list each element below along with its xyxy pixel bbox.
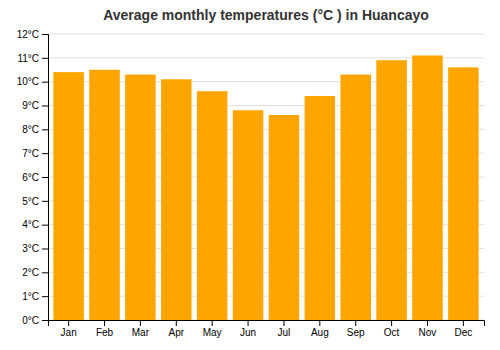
tick-label: 4°C — [22, 219, 39, 230]
tick-mark — [42, 225, 48, 226]
tick-label: May — [203, 327, 222, 338]
tick-label: Apr — [169, 327, 185, 338]
tick: Dec — [454, 320, 472, 338]
bar — [89, 70, 120, 320]
axis-line — [49, 321, 485, 327]
bar — [448, 67, 479, 320]
tick: Jul — [278, 320, 291, 338]
tick: Jan — [61, 320, 77, 338]
tick-label: 8°C — [22, 124, 39, 135]
tick-label: Feb — [96, 327, 114, 338]
tick: 6°C — [22, 172, 48, 183]
tick-mark — [68, 320, 69, 326]
tick-label: Jul — [278, 327, 291, 338]
tick-label: 0°C — [22, 315, 39, 326]
tick-mark — [104, 320, 105, 326]
bar — [376, 60, 407, 320]
tick-mark — [283, 320, 284, 326]
tick-mark — [319, 320, 320, 326]
bar — [197, 91, 228, 320]
plot: 0°C 1°C 2°C 3°C 4°C 5°C 6°C 7°C 8°C 9°C 10°C 11°C 12… — [17, 29, 485, 338]
tick-label: 12°C — [17, 29, 39, 40]
x-axis: Jan Feb Mar Apr May Jun Jul Aug Sep Oct Nov Dec — [49, 320, 485, 338]
bar — [125, 75, 156, 320]
tick-mark — [42, 153, 48, 154]
tick: 11°C — [17, 53, 48, 64]
tick: 3°C — [22, 243, 48, 254]
tick-mark — [355, 320, 356, 326]
tick-mark — [42, 201, 48, 202]
tick-mark — [42, 296, 48, 297]
tick: Feb — [96, 320, 114, 338]
tick: 4°C — [22, 219, 48, 230]
tick-label: 11°C — [17, 53, 39, 64]
tick-mark — [42, 106, 48, 107]
tick-label: Dec — [454, 327, 472, 338]
tick: Sep — [347, 320, 365, 338]
tick-label: Mar — [132, 327, 150, 338]
axis-line — [42, 35, 49, 321]
tick-mark — [42, 177, 48, 178]
bar — [161, 79, 192, 320]
bars — [53, 55, 478, 320]
title: Average monthly temperatures (°C ) in Hu… — [103, 7, 429, 23]
tick-mark — [248, 320, 249, 326]
tick: 7°C — [22, 148, 48, 159]
bar — [233, 110, 264, 320]
tick-label: 9°C — [22, 100, 39, 111]
tick-mark — [463, 320, 464, 326]
tick: 2°C — [22, 267, 48, 278]
grid-line — [48, 34, 484, 35]
bar — [269, 115, 300, 320]
tick-label: 6°C — [22, 172, 39, 183]
bar — [305, 96, 336, 320]
tick: May — [203, 320, 222, 338]
chart: 0°C 1°C 2°C 3°C 4°C 5°C 6°C 7°C 8°C 9°C 10°C 11°C 12… — [0, 0, 500, 350]
tick: 12°C — [17, 29, 48, 40]
tick: Oct — [384, 320, 400, 338]
tick-label: 5°C — [22, 196, 39, 207]
tick: 8°C — [22, 124, 48, 135]
tick-mark — [42, 58, 48, 59]
tick: Mar — [132, 320, 150, 338]
tick-mark — [176, 320, 177, 326]
tick-label: Jan — [61, 327, 77, 338]
grid — [48, 34, 484, 320]
tick: 1°C — [22, 291, 48, 302]
tick-mark — [42, 34, 48, 35]
tick-mark — [42, 320, 48, 321]
tick-label: Jun — [240, 327, 256, 338]
tick-mark — [42, 129, 48, 130]
bar — [340, 75, 371, 320]
tick-label: Nov — [419, 327, 437, 338]
bar — [412, 55, 443, 320]
tick: Nov — [419, 320, 437, 338]
tick-label: Oct — [384, 327, 400, 338]
tick: 9°C — [22, 100, 48, 111]
tick-label: 10°C — [17, 76, 39, 87]
y-axis: 0°C 1°C 2°C 3°C 4°C 5°C 6°C 7°C 8°C 9°C 10°C 11°C 12… — [17, 29, 49, 326]
tick-mark — [42, 82, 48, 83]
tick-label: 3°C — [22, 243, 39, 254]
tick-label: 7°C — [22, 148, 39, 159]
tick-label: 2°C — [22, 267, 39, 278]
tick: Apr — [169, 320, 185, 338]
tick-mark — [212, 320, 213, 326]
tick-mark — [391, 320, 392, 326]
bar — [53, 72, 84, 320]
tick-mark — [140, 320, 141, 326]
tick-mark — [42, 272, 48, 273]
tick-label: Aug — [311, 327, 329, 338]
tick: Aug — [311, 320, 329, 338]
tick-label: Sep — [347, 327, 365, 338]
tick: Jun — [240, 320, 256, 338]
tick-label: 1°C — [22, 291, 39, 302]
tick-mark — [42, 249, 48, 250]
tick: 5°C — [22, 196, 48, 207]
tick-mark — [427, 320, 428, 326]
tick: 0°C — [22, 315, 48, 326]
tick: 10°C — [17, 76, 48, 87]
